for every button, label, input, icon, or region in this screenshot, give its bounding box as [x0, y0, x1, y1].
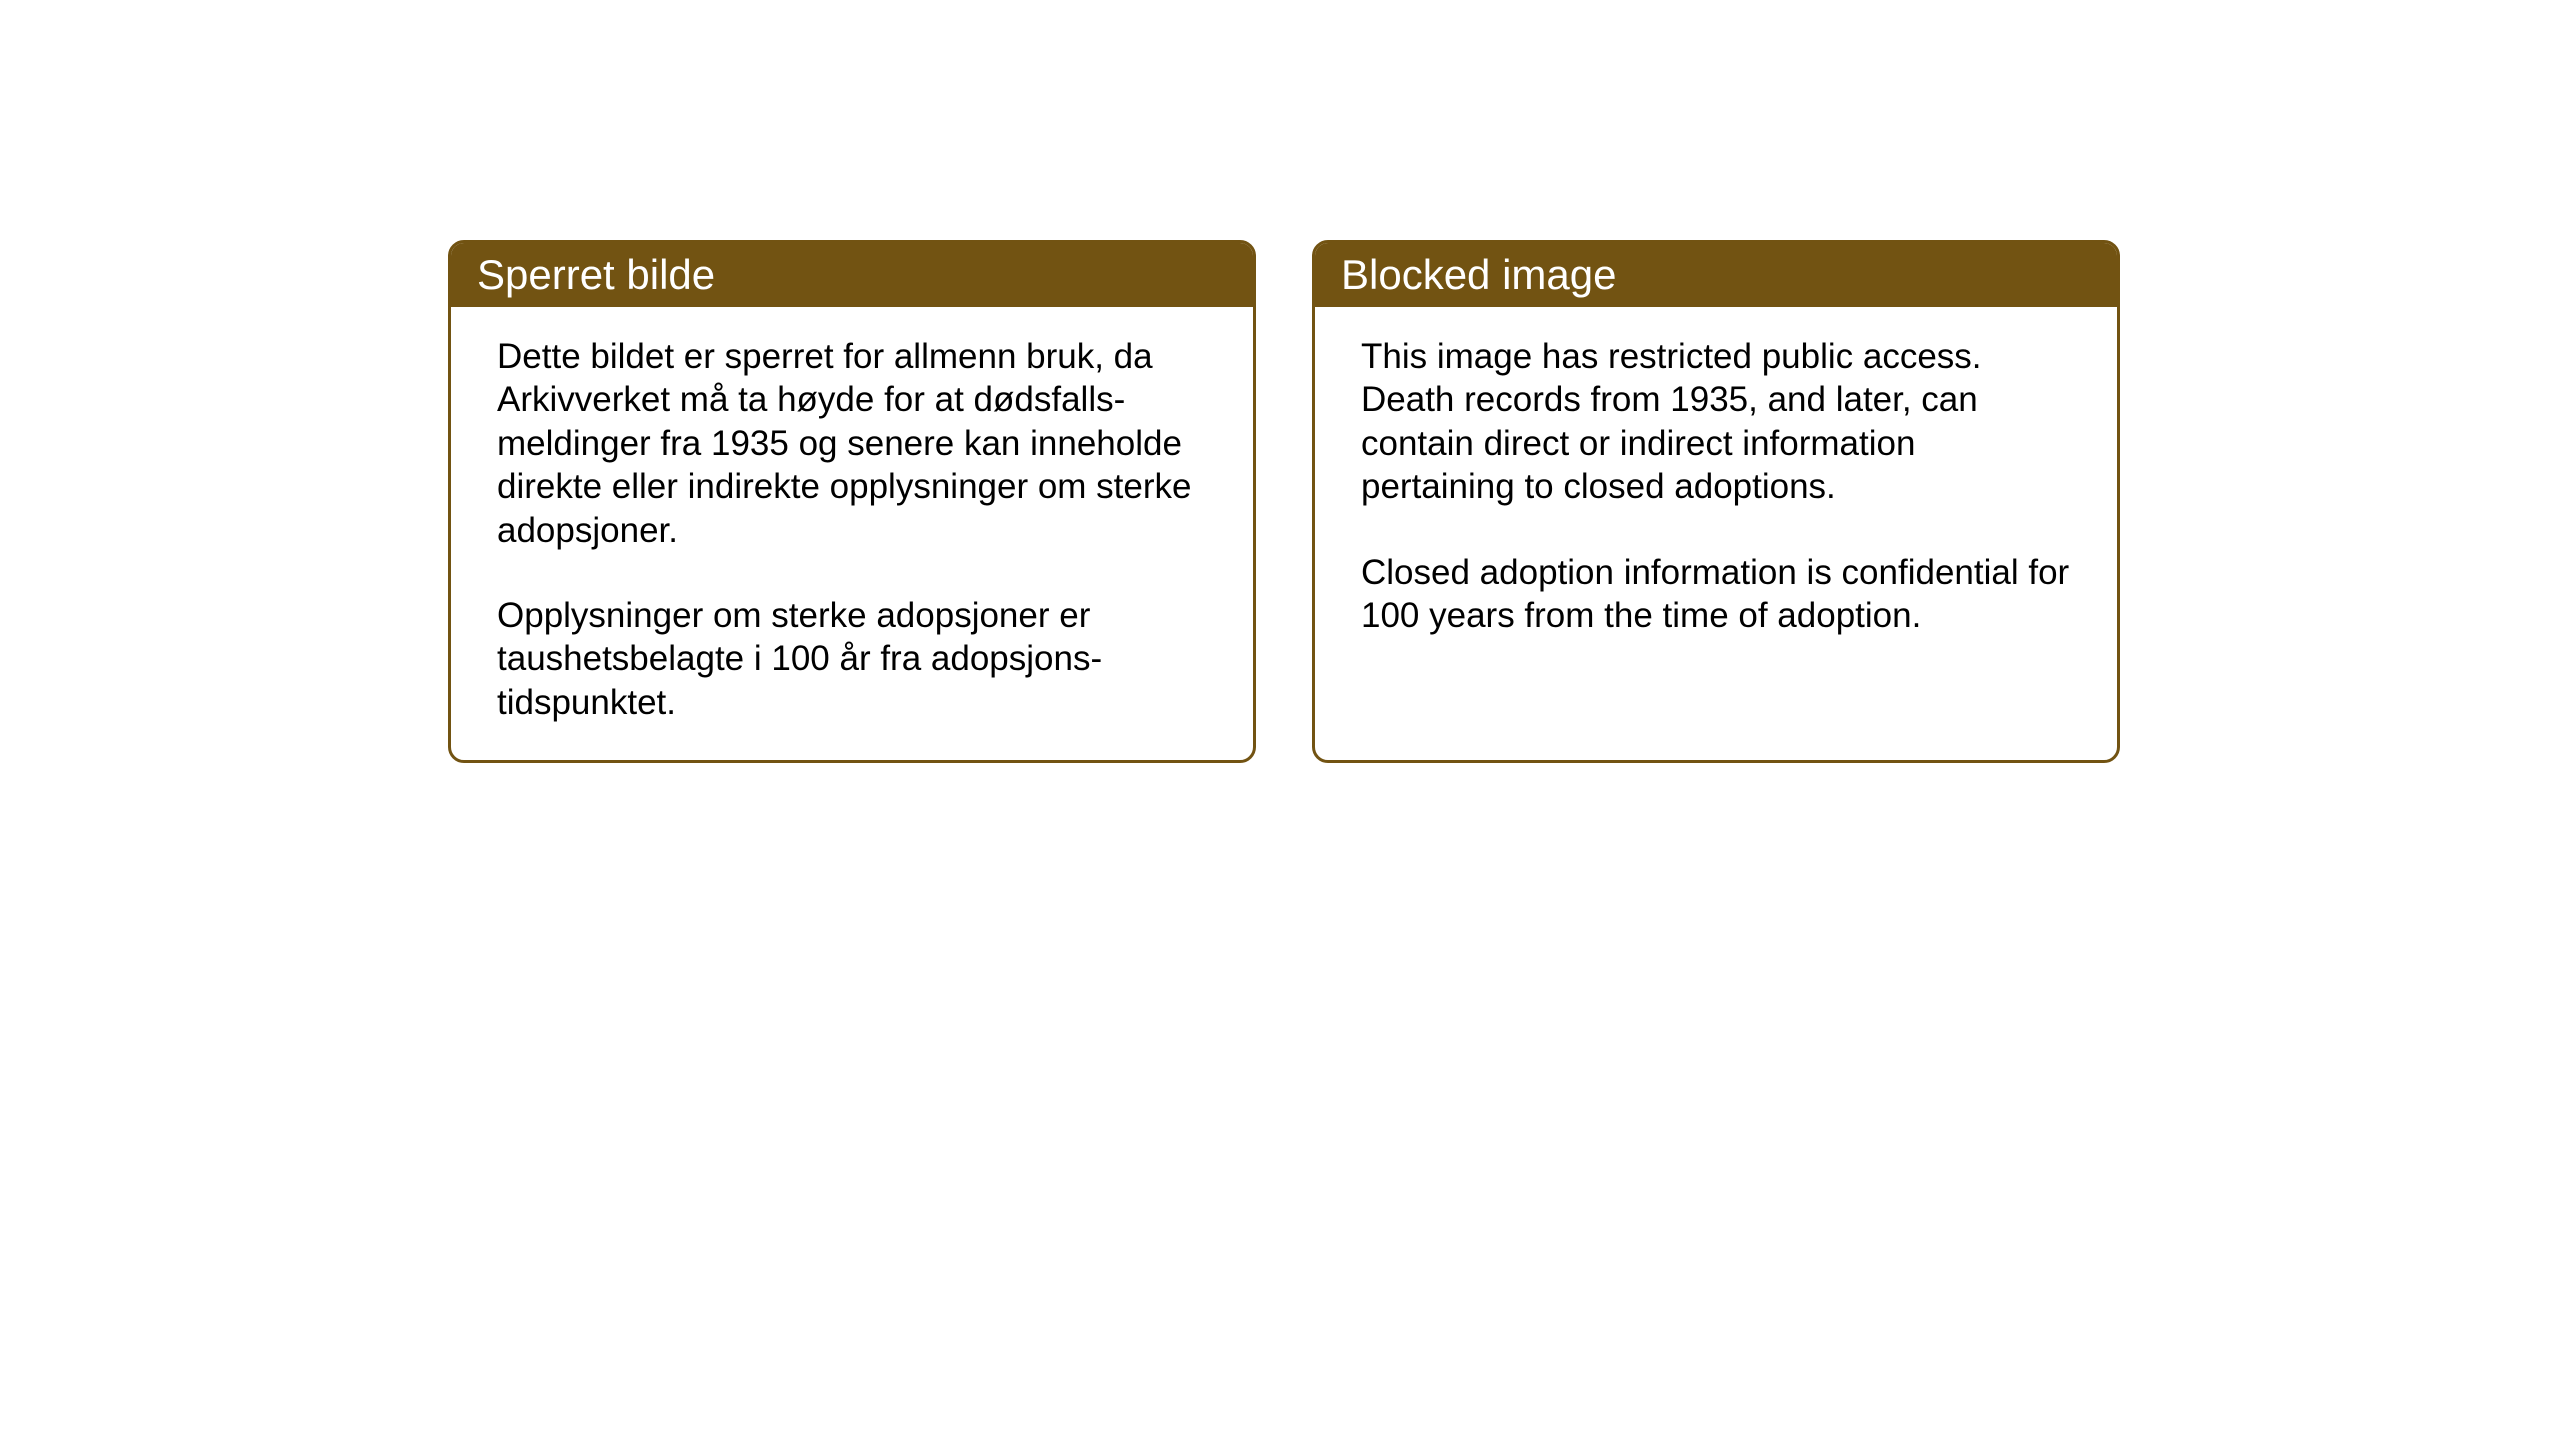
- cards-container: Sperret bilde Dette bildet er sperret fo…: [448, 240, 2120, 763]
- card-body-norwegian: Dette bildet er sperret for allmenn bruk…: [451, 307, 1253, 760]
- card-paragraph-2-norwegian: Opplysninger om sterke adopsjoner er tau…: [497, 594, 1207, 724]
- card-title-norwegian: Sperret bilde: [477, 251, 715, 298]
- card-norwegian: Sperret bilde Dette bildet er sperret fo…: [448, 240, 1256, 763]
- card-paragraph-1-norwegian: Dette bildet er sperret for allmenn bruk…: [497, 335, 1207, 552]
- card-title-english: Blocked image: [1341, 251, 1616, 298]
- card-paragraph-1-english: This image has restricted public access.…: [1361, 335, 2071, 509]
- card-paragraph-2-english: Closed adoption information is confident…: [1361, 551, 2071, 638]
- card-header-norwegian: Sperret bilde: [451, 243, 1253, 307]
- card-english: Blocked image This image has restricted …: [1312, 240, 2120, 763]
- card-body-english: This image has restricted public access.…: [1315, 307, 2117, 747]
- card-header-english: Blocked image: [1315, 243, 2117, 307]
